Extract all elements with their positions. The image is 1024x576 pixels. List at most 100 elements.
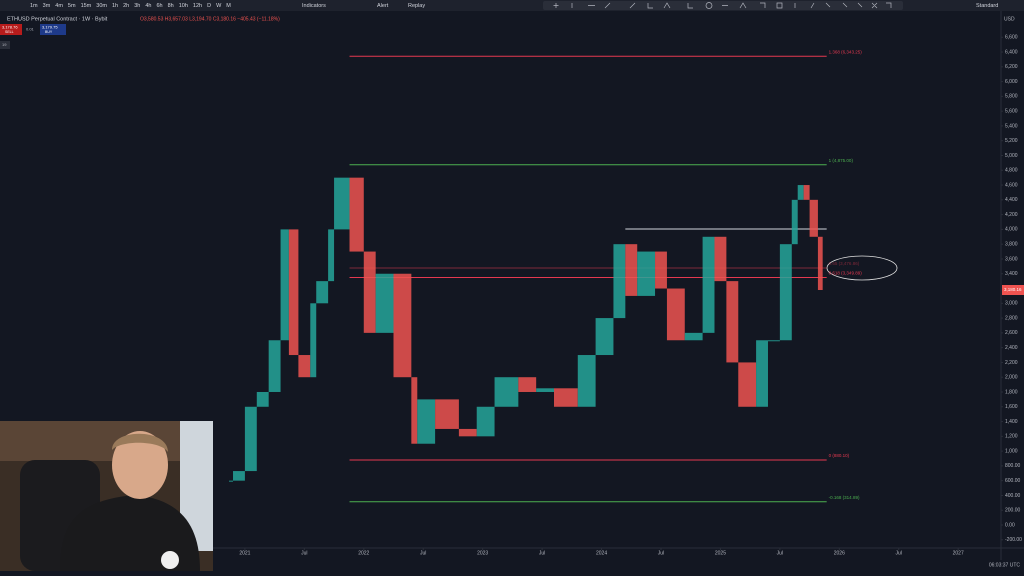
candle	[363, 251, 376, 333]
y-tick-label: 3,600	[1005, 256, 1018, 262]
interval-button[interactable]: 4h	[145, 3, 151, 9]
level-label: 1.368 (6,343.25)	[829, 49, 863, 54]
x-tick-label: 2027	[953, 550, 964, 556]
interval-button[interactable]: 30m	[96, 3, 107, 9]
ohlc: O3,580.53 H3,657.03 L3,194.70 C3,180.16 …	[140, 16, 280, 22]
y-tick-label: 1,200	[1005, 434, 1018, 440]
interval-button[interactable]: 8h	[168, 3, 174, 9]
candle	[298, 355, 311, 378]
candle	[458, 428, 477, 437]
candle	[310, 303, 317, 378]
level-label: 0.618 (3,349.89)	[829, 271, 863, 276]
y-tick-label: 5,000	[1005, 153, 1018, 159]
interval-button[interactable]: 1h	[112, 3, 118, 9]
clock: 06:03:37 UTC	[989, 562, 1021, 568]
candle	[756, 340, 768, 407]
toolbar-group: Indicators Alert Replay Standard 1m 3m 4m 5…	[30, 3, 998, 9]
y-tick-label: 5,400	[1005, 123, 1018, 129]
buy-price: 3,179.75	[42, 25, 58, 30]
candle	[684, 332, 703, 341]
interval-button[interactable]: 3m	[43, 3, 51, 9]
y-tick-label: 5,800	[1005, 94, 1018, 100]
x-tick-label: 2022	[358, 550, 369, 556]
indicators-button[interactable]: Indicators	[302, 3, 326, 9]
x-tick-label: Jul	[658, 550, 664, 556]
x-tick-label: 2026	[834, 550, 845, 556]
candle	[229, 480, 234, 482]
y-tick-label: 5,200	[1005, 138, 1018, 144]
candle	[288, 229, 299, 356]
x-tick-label: 2025	[715, 550, 726, 556]
candle	[613, 244, 626, 319]
candle	[803, 185, 810, 200]
x-tick-label: Jul	[420, 550, 426, 556]
x-tick-label: 2021	[239, 550, 250, 556]
candle	[809, 199, 818, 237]
x-tick-label: 2023	[477, 550, 488, 556]
y-tick-label: 4,800	[1005, 168, 1018, 174]
buy-label: BUY	[45, 30, 53, 34]
candle	[280, 229, 289, 341]
interval-button[interactable]: 10h	[179, 3, 188, 9]
interval-button[interactable]: 6h	[156, 3, 162, 9]
interval-button[interactable]: 15m	[81, 3, 92, 9]
interval-button[interactable]: 5m	[68, 3, 76, 9]
candle	[595, 318, 614, 356]
candle	[393, 273, 412, 378]
y-tick-label: 2,800	[1005, 315, 1018, 321]
interval-button[interactable]: 2h	[123, 3, 129, 9]
y-tick-label: 0.00	[1005, 522, 1015, 528]
y-tick-label: 1,800	[1005, 389, 1018, 395]
top-toolbar	[0, 0, 1024, 11]
y-tick-label: 800.00	[1005, 463, 1021, 469]
badge: 19	[2, 42, 7, 47]
interval-button[interactable]: 1m	[30, 3, 38, 9]
y-tick-label: 4,000	[1005, 227, 1018, 233]
interval-button[interactable]: 12h	[193, 3, 202, 9]
y-tick-label: 4,200	[1005, 212, 1018, 218]
candle	[637, 251, 656, 296]
candle	[702, 236, 715, 333]
annotation-ellipse	[826, 255, 898, 281]
y-tick-label: 5,600	[1005, 108, 1018, 114]
candle	[817, 236, 823, 290]
candle	[233, 471, 245, 481]
candle	[244, 406, 257, 472]
y-tick-label: 400.00	[1005, 493, 1021, 499]
y-tick-label: 3,000	[1005, 301, 1018, 307]
badge-bg	[0, 41, 10, 49]
interval-button[interactable]: 4m	[55, 3, 63, 9]
x-tick-label: Jul	[301, 550, 307, 556]
candle	[494, 377, 519, 407]
candle	[767, 340, 780, 342]
candle	[328, 229, 335, 282]
candle	[714, 236, 727, 282]
sell-label: SELL	[5, 30, 14, 34]
y-tick-label: 2,600	[1005, 330, 1018, 336]
x-tick-label: Jul	[539, 550, 545, 556]
interval-button[interactable]: D	[207, 3, 211, 9]
candle	[553, 388, 578, 407]
candle	[316, 281, 329, 304]
y-tick-label: 200.00	[1005, 508, 1021, 514]
alert-button[interactable]: Alert	[377, 3, 389, 9]
candle	[779, 244, 792, 341]
y-tick-label: 6,200	[1005, 64, 1018, 70]
buy-button[interactable]	[40, 24, 66, 35]
candle	[349, 177, 364, 252]
level-label: 0 (880.10)	[829, 453, 850, 458]
replay-button[interactable]: Replay	[408, 3, 425, 9]
candle	[791, 199, 798, 245]
y-tick-label: 1,600	[1005, 404, 1018, 410]
sell-button[interactable]	[0, 24, 22, 35]
y-tick-label: 4,600	[1005, 182, 1018, 188]
y-tick-label: 3,800	[1005, 242, 1018, 248]
y-tick-label: 4,400	[1005, 197, 1018, 203]
interval-button[interactable]: W	[216, 3, 222, 9]
candle	[256, 391, 269, 407]
interval-button[interactable]: M	[226, 3, 231, 9]
interval-button[interactable]: 3h	[134, 3, 140, 9]
layout-button[interactable]: Standard	[976, 3, 998, 9]
y-tick-label: 2,000	[1005, 375, 1018, 381]
